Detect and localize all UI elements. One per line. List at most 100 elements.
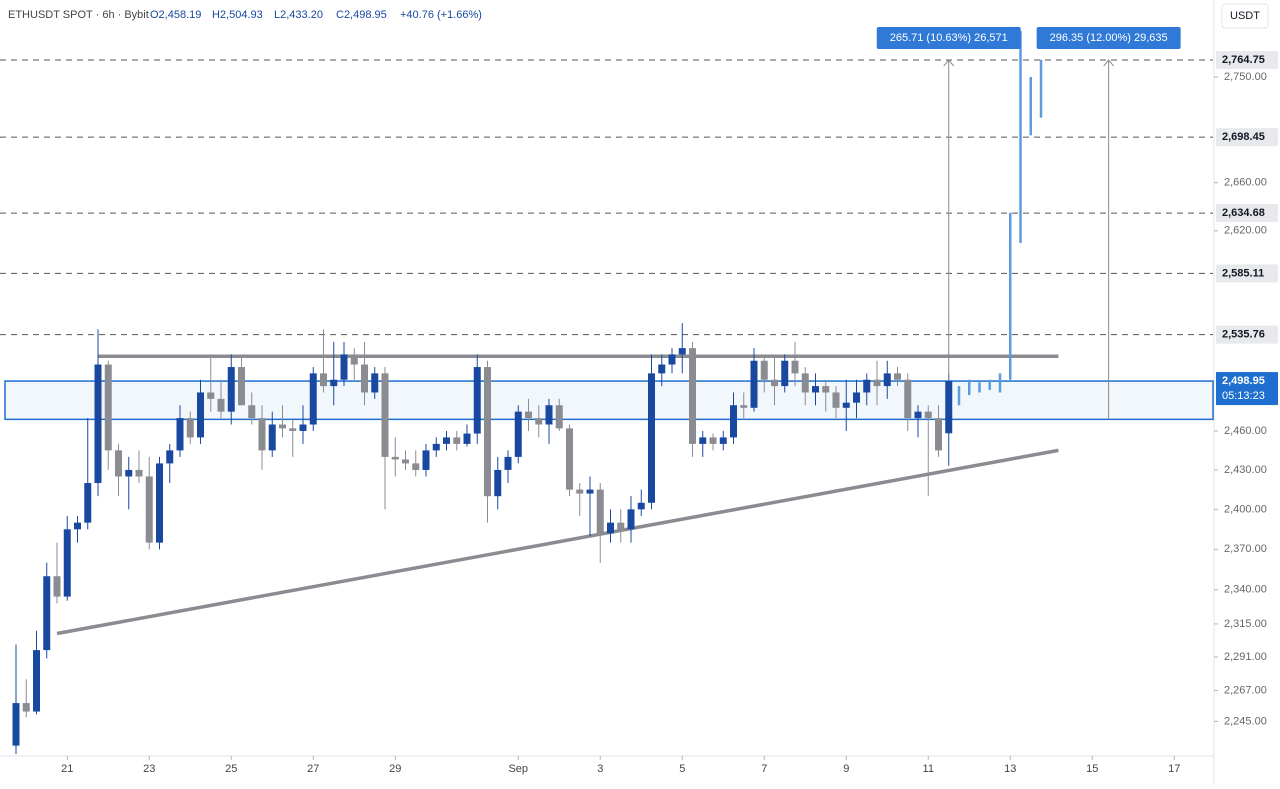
candle-body [484, 367, 491, 497]
candle-body [525, 411, 532, 419]
candle-body [371, 373, 379, 393]
level-tag [1216, 51, 1278, 70]
x-tick-label: 7 [761, 763, 767, 775]
candle-body [637, 502, 645, 510]
symbol: ETHUSDT SPOT · 6h · Bybit [8, 9, 149, 21]
candle-body [412, 463, 420, 470]
candle-body [801, 373, 809, 393]
candle-body [617, 522, 625, 530]
x-tick-label: Sep [508, 763, 528, 775]
candle-body [750, 360, 758, 408]
x-tick-label: 15 [1086, 763, 1098, 775]
candle-body [289, 428, 297, 431]
candle-body [145, 476, 153, 543]
candle-body [555, 405, 563, 429]
x-tick-label: 13 [1004, 763, 1016, 775]
level-tag [1216, 264, 1278, 283]
candle-body [699, 437, 707, 444]
candle-body [545, 405, 553, 425]
candle-body [74, 522, 81, 530]
countdown: 05:13:23 [1222, 390, 1265, 402]
candle-body [258, 418, 266, 451]
candle-body [340, 354, 348, 380]
candle-body [166, 450, 174, 464]
candle-body [627, 509, 635, 530]
ohlc-value: H2,504.93 [212, 9, 263, 21]
candle-body [207, 392, 215, 399]
trend-line [56, 448, 1059, 636]
level-label: 2,698.45 [1222, 131, 1265, 143]
candle-body [238, 367, 245, 406]
candle-body [504, 456, 512, 470]
measure-tag [1036, 27, 1181, 49]
candle-body [730, 405, 737, 438]
candle-body [719, 437, 727, 444]
candle-body [883, 373, 891, 387]
x-tick-label: 3 [597, 763, 603, 775]
level-label: 2,585.11 [1222, 267, 1264, 279]
candle-body [924, 411, 932, 419]
x-tick-label: 25 [225, 763, 237, 775]
candle-body [320, 373, 327, 387]
candle-body [453, 437, 461, 444]
y-tick-label: 2,620.00 [1224, 225, 1267, 237]
candle-body [760, 360, 768, 380]
candle-body [279, 424, 286, 429]
candle-body [63, 529, 71, 597]
x-tick-label: 5 [679, 763, 685, 775]
measure-label: 296.35 (12.00%) 29,635 [1050, 32, 1168, 44]
level-tag [1216, 204, 1278, 223]
candle-body [115, 450, 122, 477]
x-tick-label: 21 [61, 763, 73, 775]
unit-button[interactable] [1221, 3, 1269, 29]
candle-body [596, 489, 604, 534]
x-tick-label: 23 [143, 763, 155, 775]
candle-body [186, 418, 194, 438]
arrow-head [1103, 59, 1115, 67]
candle-body [586, 489, 594, 494]
candle-body [740, 405, 748, 408]
candle-body [473, 367, 481, 434]
candle-body [822, 386, 830, 393]
candle-body [125, 469, 133, 477]
candle-body [43, 576, 51, 651]
candle-body [791, 360, 799, 374]
candle-body [648, 373, 655, 503]
candle-body [33, 650, 40, 712]
level-label: 2,535.76 [1222, 329, 1265, 341]
candle-body [391, 456, 399, 460]
candle-body [350, 354, 358, 365]
candle-body [535, 418, 543, 425]
candle-body [22, 703, 30, 712]
candle-body [53, 576, 61, 597]
measure-tag [876, 27, 1021, 49]
candle-body [299, 424, 307, 431]
level-tag [1216, 128, 1278, 147]
x-tick-label: 9 [843, 763, 849, 775]
candle-body [832, 392, 840, 408]
range-box [4, 380, 1214, 421]
candle-body [576, 489, 584, 494]
candle-body [84, 483, 92, 523]
candle-body [197, 392, 204, 438]
candle-body [853, 392, 860, 403]
y-tick-label: 2,291.00 [1224, 651, 1267, 663]
ohlc-value: L2,433.20 [274, 9, 323, 21]
level-tag [1216, 325, 1278, 344]
y-tick-label: 2,340.00 [1224, 584, 1267, 596]
candle-body [217, 398, 225, 412]
candle-body [607, 522, 614, 534]
candle-body [422, 450, 430, 470]
candle-body [432, 443, 440, 451]
candle-body [668, 354, 676, 365]
candle-body [381, 373, 389, 457]
candle-body [904, 379, 912, 419]
candle-body [463, 433, 471, 444]
x-tick-label: 27 [307, 763, 319, 775]
candle-body [771, 379, 778, 387]
candle-body [135, 469, 143, 477]
y-tick-label: 2,370.00 [1224, 543, 1267, 555]
candle-body [689, 348, 696, 444]
candle-body [176, 418, 184, 451]
last-price-tag [1216, 372, 1278, 406]
